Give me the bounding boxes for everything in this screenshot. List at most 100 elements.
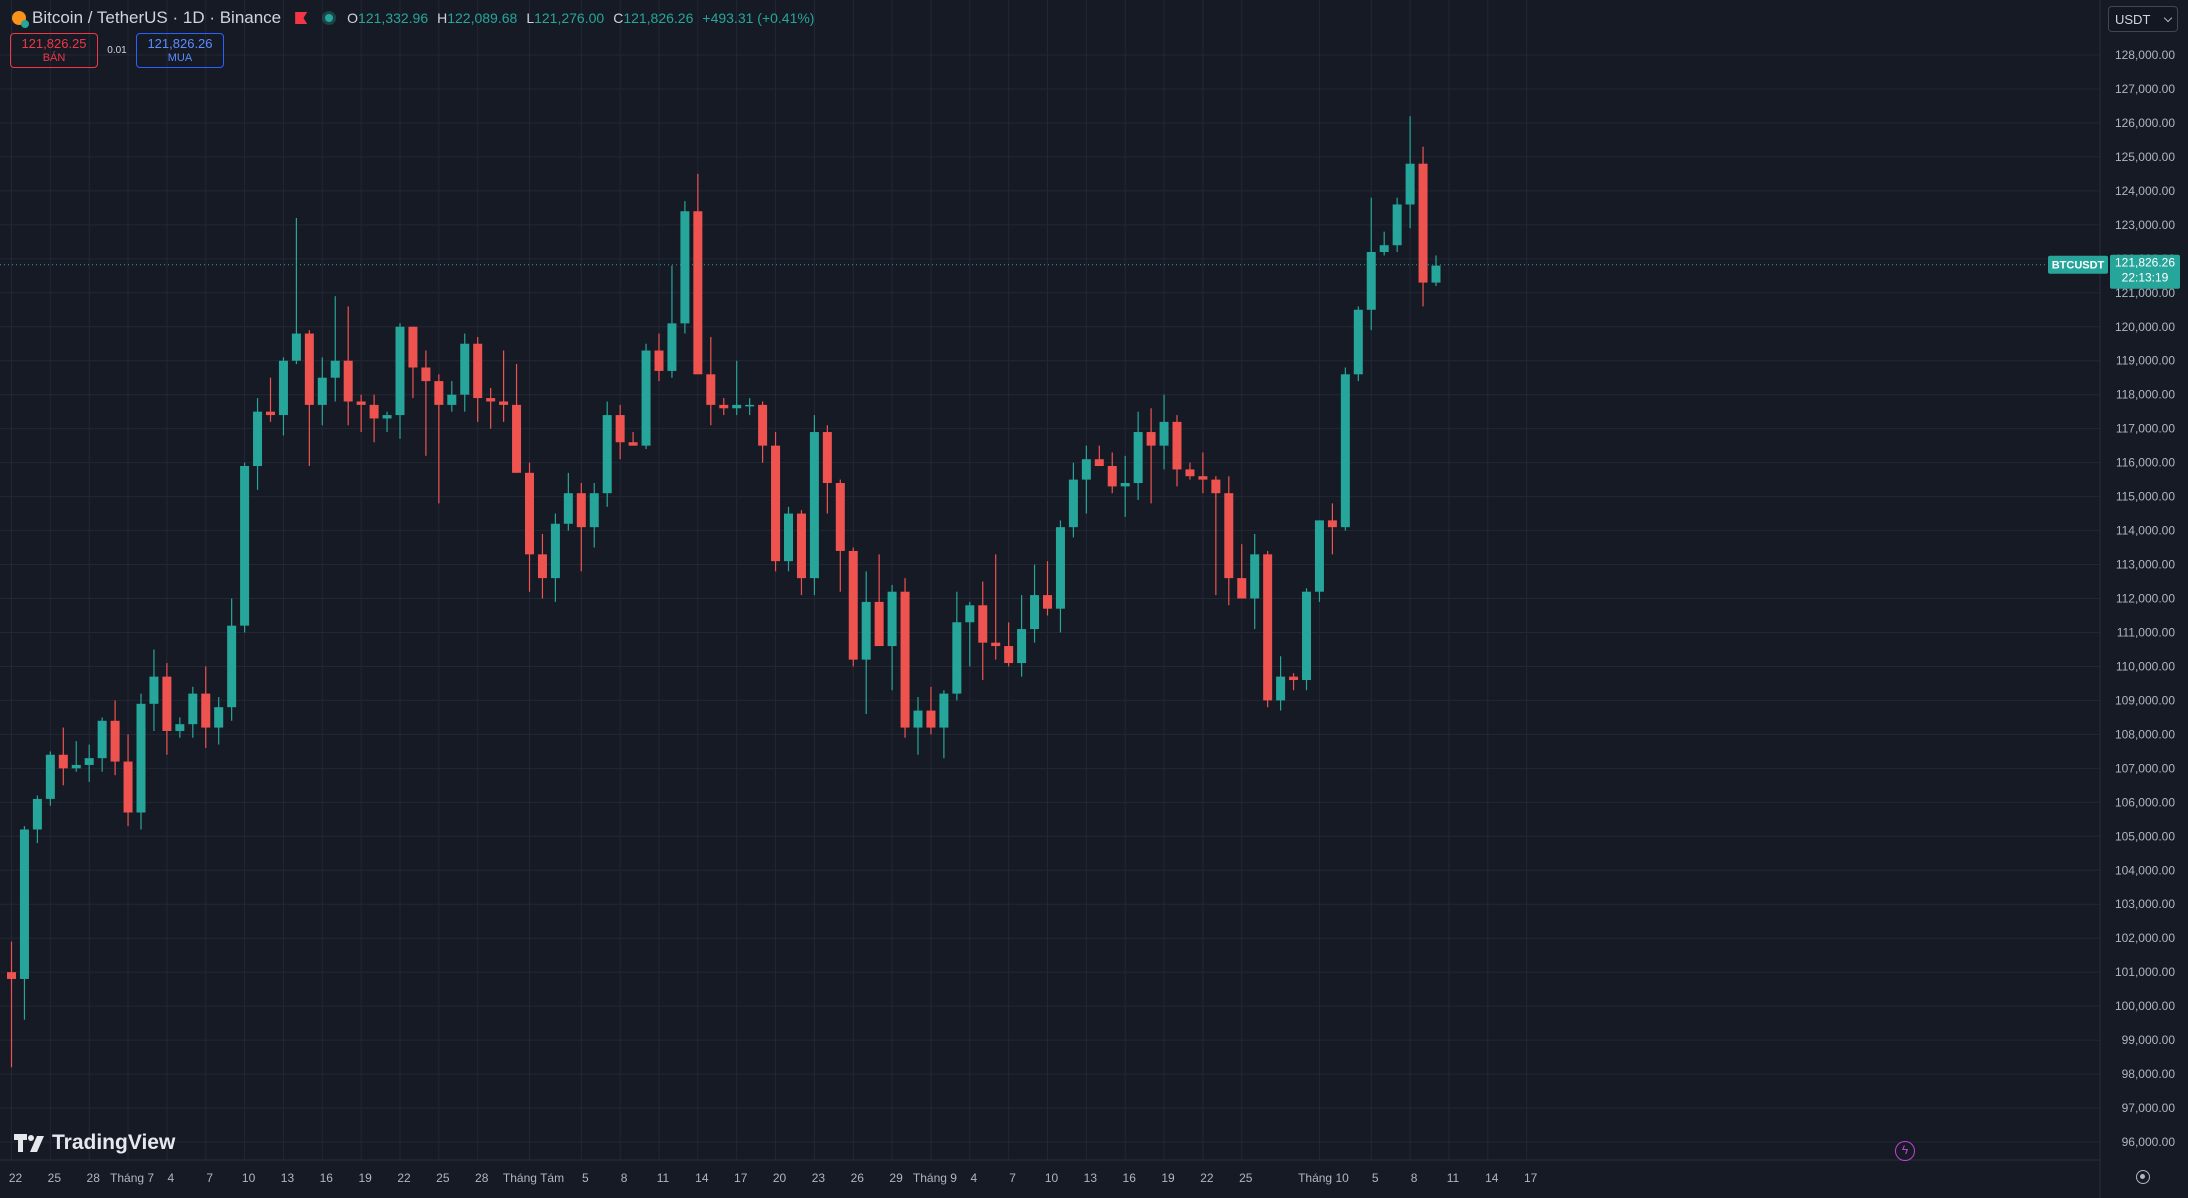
candle[interactable] [1289,673,1299,691]
candle[interactable] [1366,197,1376,331]
candle[interactable] [1017,595,1027,677]
candle[interactable] [680,201,690,334]
symbol-title[interactable]: Bitcoin / TetherUS · 1D · Binance [32,8,282,27]
candle[interactable] [822,425,832,514]
candle[interactable] [745,398,755,416]
candle[interactable] [1353,306,1363,382]
candle[interactable] [719,398,729,416]
candle[interactable] [1237,544,1247,599]
candle[interactable] [563,472,573,531]
candle[interactable] [1146,408,1156,504]
candle[interactable] [1211,476,1221,596]
candle[interactable] [913,697,923,755]
sell-button[interactable]: 121,826.25 BÁN [10,33,98,68]
candle[interactable] [589,483,599,548]
candle[interactable] [1379,231,1389,256]
candle[interactable] [602,401,612,507]
flag-icon[interactable] [295,12,308,24]
candle[interactable] [641,343,651,450]
candle[interactable] [771,432,781,572]
candle[interactable] [123,734,133,827]
candle[interactable] [1159,394,1169,470]
candle[interactable] [356,394,366,433]
candle[interactable] [796,510,806,596]
candle[interactable] [1107,452,1117,494]
candle[interactable] [45,751,55,806]
candle[interactable] [1030,564,1040,643]
candle[interactable] [1198,452,1208,494]
candle[interactable] [576,483,586,572]
candle[interactable] [7,941,16,1068]
price-axis[interactable]: 96,000.00 97,000.00 98,000.00 99,000.00 100,… [2115,48,2175,1149]
candle[interactable] [240,462,250,633]
candle[interactable] [1224,476,1234,606]
candle[interactable] [434,374,444,504]
candle[interactable] [97,717,107,772]
candle[interactable] [149,649,159,731]
candle[interactable] [214,697,224,745]
candle[interactable] [291,218,301,365]
candle[interactable] [809,415,819,596]
candle[interactable] [1068,462,1078,538]
candle[interactable] [473,336,483,422]
candle[interactable] [1185,462,1195,480]
candle[interactable] [32,795,42,844]
candle[interactable] [136,693,146,830]
candle[interactable] [266,377,275,422]
buy-button[interactable]: 121,826.26 MUA [136,33,224,68]
candle[interactable] [201,666,211,748]
candle[interactable] [304,330,314,467]
candle[interactable] [253,398,263,490]
candle[interactable] [1431,255,1441,286]
candle[interactable] [926,686,936,735]
candle[interactable] [1418,146,1428,307]
candle[interactable] [188,686,198,738]
candle[interactable] [1133,411,1143,500]
candle[interactable] [537,533,547,599]
candle[interactable] [1120,455,1130,517]
candle[interactable] [628,432,638,446]
candle[interactable] [421,350,431,456]
candle[interactable] [952,591,962,701]
candle[interactable] [278,357,288,436]
candle[interactable] [382,411,392,433]
candle[interactable] [693,173,703,375]
tradingview-logo[interactable]: TradingView [14,1131,175,1155]
candle[interactable] [1172,415,1182,487]
candle[interactable] [1302,588,1311,691]
candle[interactable] [369,394,379,443]
candle[interactable] [460,333,470,412]
candle[interactable] [1250,533,1260,630]
candle[interactable] [1094,445,1104,467]
candle[interactable] [861,571,871,714]
candle[interactable] [1263,550,1273,708]
time-axis[interactable]: 22 25 28 Tháng 7 4 7 10 13 16 19 22 25 28 Tháng Tám 5 8… [9,1171,1538,1185]
candle[interactable] [900,578,910,738]
candle[interactable] [887,584,897,691]
candle[interactable] [84,744,94,782]
candle[interactable] [874,554,884,647]
candle[interactable] [486,387,496,429]
candle[interactable] [848,547,858,667]
candle[interactable] [1055,520,1065,633]
candle[interactable] [58,727,68,786]
candle[interactable] [1327,503,1337,555]
candle[interactable] [227,598,237,721]
candle[interactable] [1004,622,1014,667]
candle[interactable] [965,601,975,667]
candle[interactable] [330,296,340,402]
candle[interactable] [835,479,845,592]
candle[interactable] [706,336,716,426]
candle[interactable] [395,323,405,439]
candle[interactable] [1340,367,1350,531]
candle[interactable] [162,663,172,755]
candle[interactable] [1314,520,1324,602]
candle[interactable] [667,265,677,378]
candle[interactable] [71,741,81,772]
candle[interactable] [110,700,120,776]
candle[interactable] [1043,561,1052,616]
candle[interactable] [19,826,29,1020]
candle[interactable] [1405,116,1415,229]
candle[interactable] [343,306,353,426]
